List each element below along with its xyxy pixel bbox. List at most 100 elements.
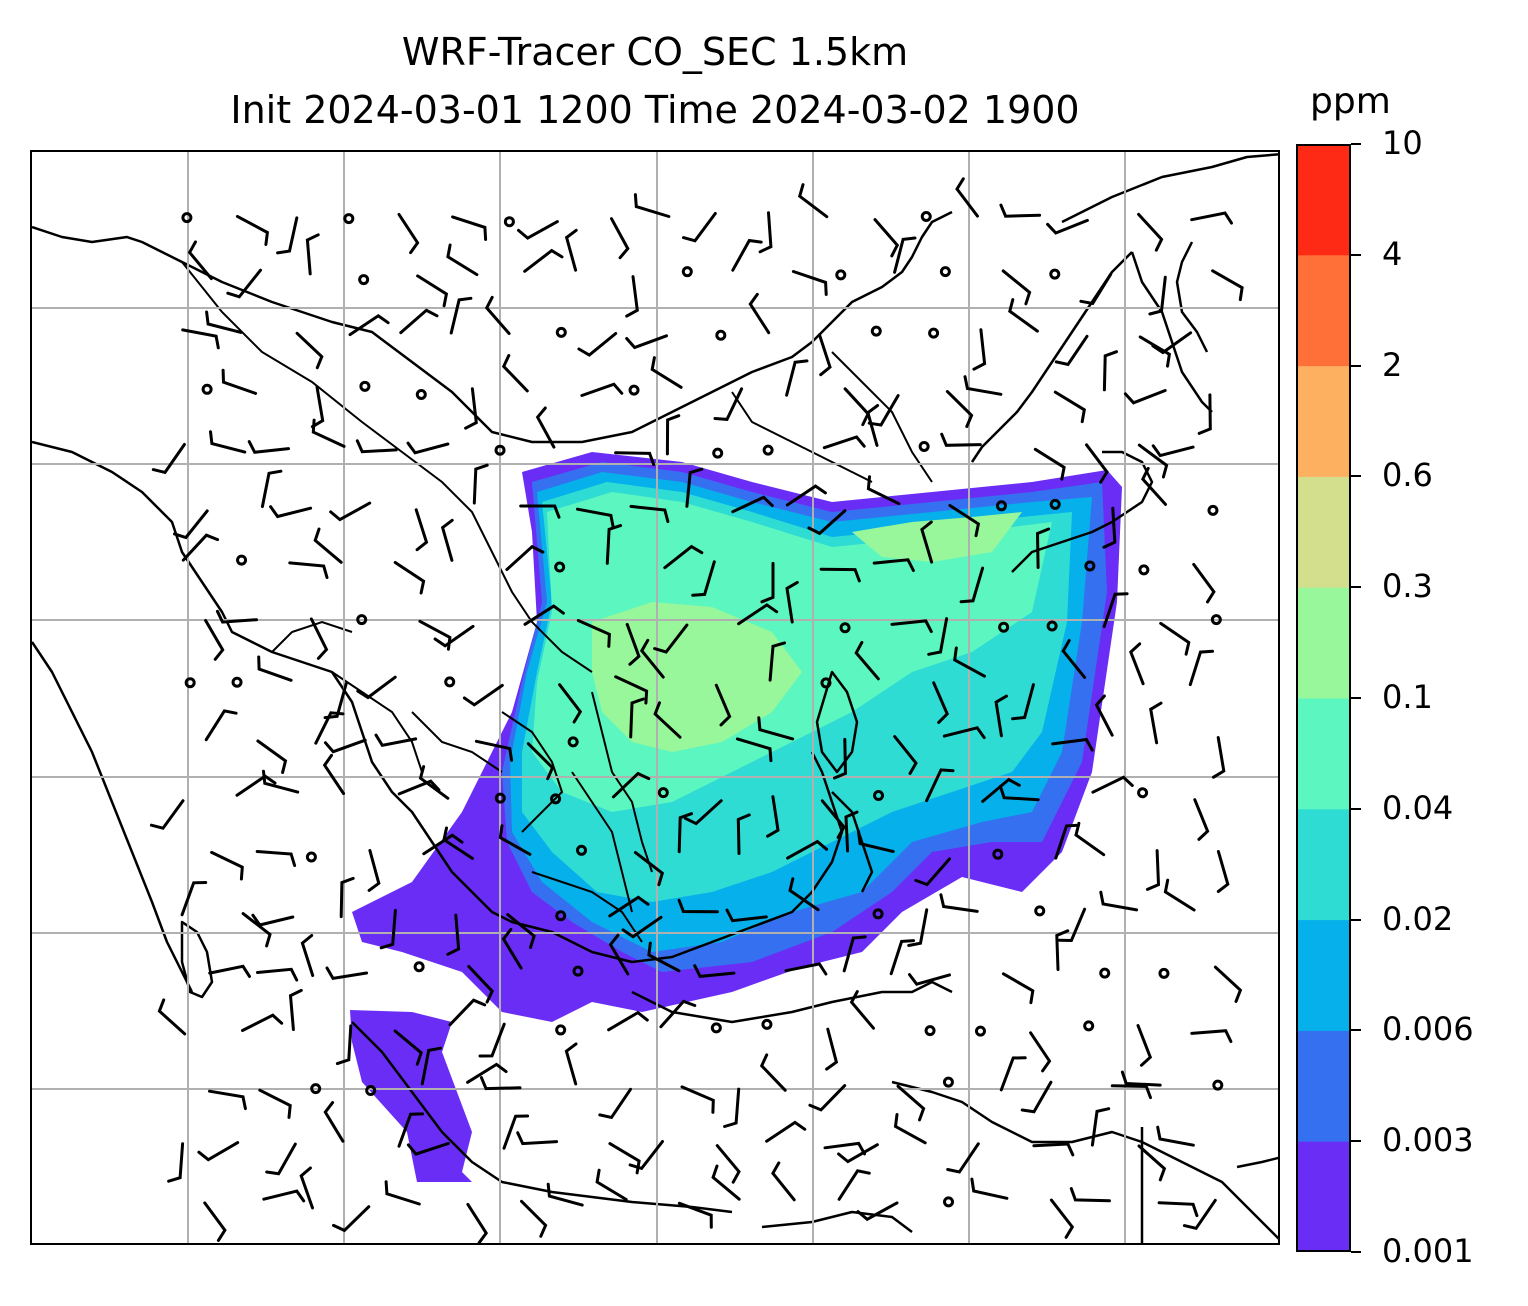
wind-barb (610, 217, 630, 260)
wind-barb (1085, 443, 1109, 484)
wind-barb (299, 1166, 314, 1210)
wind-barb (1197, 393, 1212, 435)
calm-wind-marker (1049, 498, 1061, 510)
colorbar-segment (1296, 476, 1351, 588)
wind-barb (1091, 775, 1134, 794)
wind-barb (1054, 823, 1080, 860)
wind-barb (181, 328, 220, 350)
colorbar-tick-label: 0.006 (1382, 1010, 1474, 1049)
wind-barb (519, 504, 561, 519)
wind-barb (256, 739, 288, 774)
wind-barb (896, 1084, 926, 1122)
wind-barb (1159, 621, 1191, 656)
calm-wind-marker (974, 1025, 986, 1037)
wind-barb (731, 238, 763, 272)
wind-barb (822, 435, 866, 450)
colorbar-tick (1351, 1140, 1361, 1143)
wind-barb (462, 683, 504, 707)
wind-barb (1074, 821, 1106, 857)
wind-barb (205, 310, 243, 334)
wind-barb (1182, 1198, 1217, 1230)
wind-barb (629, 504, 670, 524)
wind-barb (872, 558, 915, 572)
calm-wind-marker (681, 266, 693, 278)
wind-barb (663, 544, 704, 570)
wind-barb (1146, 849, 1161, 891)
calm-wind-marker (1083, 1020, 1095, 1032)
wind-barb (856, 1201, 899, 1222)
wind-barb (1213, 965, 1243, 1003)
wind-barb (633, 193, 671, 218)
wind-barb (725, 908, 768, 923)
wind-barb (927, 617, 949, 656)
wind-barb (857, 830, 895, 853)
wind-barb (397, 779, 441, 796)
wind-barb (257, 655, 293, 682)
wind-barb (786, 839, 829, 860)
wind-barb (611, 771, 651, 799)
wind-barb (226, 268, 262, 299)
wind-barb (932, 681, 949, 724)
wind-barb (180, 881, 208, 917)
wind-barb (893, 236, 917, 274)
wind-barb (628, 1140, 664, 1171)
wind-barb (1054, 334, 1089, 367)
wind-barb (647, 941, 681, 973)
colorbar-tick-label: 0.001 (1382, 1232, 1474, 1270)
calm-wind-marker (1137, 787, 1149, 799)
wind-barb (818, 333, 832, 377)
wind-barb (1079, 273, 1113, 306)
calm-wind-marker (1212, 1079, 1224, 1091)
wind-barb (736, 813, 751, 855)
wind-barb (309, 617, 329, 660)
wind-barb (406, 1142, 450, 1156)
colorbar-tick-label: 10 (1382, 124, 1423, 162)
wind-barb (825, 1027, 839, 1071)
colorbar-segment (1296, 254, 1351, 367)
wind-barb (972, 328, 987, 371)
wind-barb (665, 414, 681, 456)
wind-barb (723, 1087, 741, 1128)
wind-barb (433, 624, 475, 648)
wind-barb (768, 641, 786, 682)
plot-title-line-2: Init 2024-03-01 1200 Time 2024-03-02 190… (230, 88, 1080, 132)
wind-barb (595, 1168, 628, 1201)
colorbar-segment (1296, 919, 1351, 1031)
colorbar-segment (1296, 698, 1351, 810)
wind-barb (837, 1169, 871, 1201)
wind-barb (173, 509, 209, 540)
wind-barb (1001, 269, 1032, 306)
colorbar-border (1296, 144, 1351, 1252)
colorbar-tick (1351, 1029, 1361, 1032)
wind-barb (713, 387, 744, 421)
wind-barb (998, 784, 1040, 802)
wind-barb (621, 915, 663, 939)
wind-barb (208, 964, 251, 978)
wind-barb (241, 1013, 284, 1032)
wind-barb (517, 220, 559, 240)
calm-wind-marker (201, 383, 213, 395)
coastlines (32, 153, 1278, 1243)
wind-barb (295, 331, 324, 370)
wind-barb (311, 418, 346, 448)
calm-wind-marker (356, 614, 368, 626)
colorbar-tick (1351, 586, 1361, 589)
calm-wind-marker (503, 216, 515, 228)
wind-barbs (149, 177, 1244, 1243)
wind-barb (946, 1142, 980, 1174)
wind-barb (420, 1046, 442, 1086)
map-canvas (32, 152, 1278, 1243)
colorbar-tick-label: 0.1 (1382, 678, 1433, 716)
wind-barb (446, 913, 461, 956)
tracer-field (350, 452, 1122, 1182)
wind-barb (451, 215, 488, 241)
wind-barb (639, 638, 665, 679)
calm-wind-marker (555, 326, 567, 338)
calm-wind-marker (575, 844, 587, 856)
wind-barb (1151, 444, 1195, 458)
wind-barb (925, 768, 955, 803)
calm-wind-marker (873, 789, 885, 801)
wind-barb (167, 1142, 185, 1183)
wind-barb (854, 640, 880, 681)
wind-barb (1157, 1201, 1199, 1218)
